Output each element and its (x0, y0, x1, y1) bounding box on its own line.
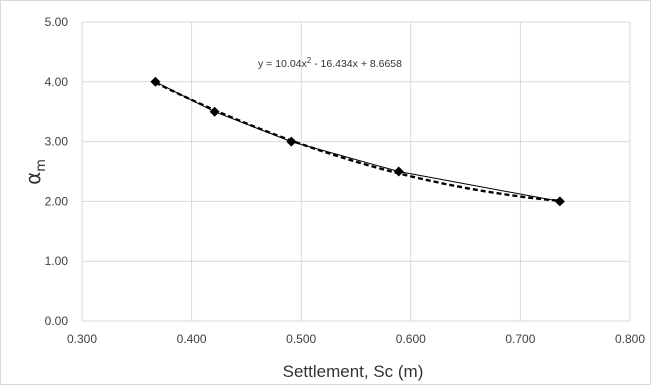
data-point-marker (150, 76, 161, 87)
y-tick-label: 1.00 (45, 254, 69, 268)
x-tick-label: 0.700 (505, 332, 535, 346)
data-point-marker (286, 136, 297, 147)
x-tick-label: 0.300 (67, 332, 97, 346)
series (150, 76, 565, 207)
x-tick-label: 0.500 (286, 332, 316, 346)
x-tick-label: 0.400 (177, 332, 207, 346)
x-tick-label: 0.800 (615, 332, 645, 346)
tick-labels: 0.300 0.400 0.500 0.600 0.700 0.800 0.00 1.00 2.… (45, 15, 646, 346)
y-tick-label: 0.00 (45, 314, 69, 328)
polynomial-trendline (154, 81, 561, 203)
gridlines (81, 21, 631, 322)
data-point-marker (554, 196, 565, 207)
data-point-marker (393, 166, 404, 177)
y-tick-label: 5.00 (45, 15, 69, 29)
y-tick-label: 4.00 (45, 75, 69, 89)
x-axis-title: Settlement, Sc (m) (283, 362, 424, 381)
x-tick-label: 0.600 (396, 332, 426, 346)
y-tick-label: 3.00 (45, 135, 69, 149)
data-point-marker (209, 106, 220, 117)
y-axis-title: αm (21, 159, 49, 185)
trendline-equation: y = 10.04x2 - 16.434x + 8.6658 (258, 56, 402, 70)
y-tick-label: 2.00 (45, 194, 69, 208)
